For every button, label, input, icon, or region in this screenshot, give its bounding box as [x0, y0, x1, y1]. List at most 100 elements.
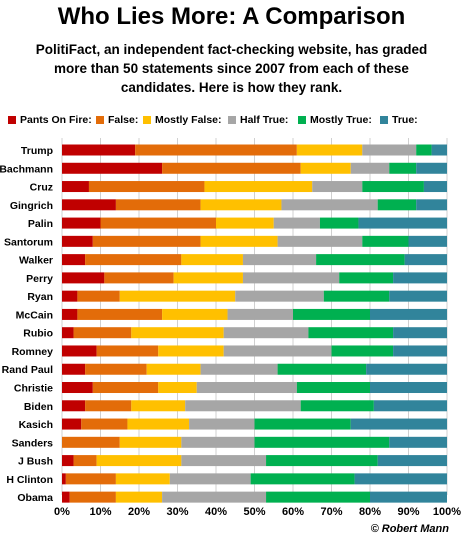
bar-segment: [266, 455, 378, 467]
bar-segment: [62, 400, 86, 412]
bar-segment: [350, 418, 447, 430]
bar-segment: [277, 363, 367, 375]
y-category-label: Kasich: [19, 419, 53, 431]
bar-segment: [200, 235, 278, 247]
bar-segment: [173, 272, 243, 284]
bar-segment: [131, 327, 224, 339]
bar-segment: [62, 327, 74, 339]
bar-segment: [62, 308, 78, 320]
bar-segment: [281, 199, 378, 211]
chart-title: Who Lies More: A Comparison: [57, 3, 406, 30]
bar-segment: [96, 455, 182, 467]
legend-item-mostly-true: Mostly True:: [298, 112, 372, 128]
bar-segment: [62, 217, 101, 229]
bar-segment: [223, 345, 332, 357]
bar-segment: [62, 144, 136, 156]
bar-segment: [62, 345, 97, 357]
bar-segment: [181, 436, 255, 448]
y-category-label: Obama: [17, 492, 53, 504]
bar-segment: [319, 217, 359, 229]
bar-segment: [235, 290, 324, 302]
bar-segment: [389, 162, 417, 174]
bar-segment: [296, 144, 363, 156]
bar-segment: [431, 144, 447, 156]
bar-segment: [358, 217, 447, 229]
legend-item-false: False:: [96, 112, 138, 128]
legend-swatch: [298, 116, 306, 124]
bar-segment: [331, 345, 394, 357]
bar-segment: [339, 272, 394, 284]
bar-segment: [92, 235, 201, 247]
bar-segment: [370, 308, 447, 320]
bar-segment: [223, 327, 309, 339]
y-category-label: Ryan: [27, 291, 53, 303]
y-category-label: Sanders: [12, 437, 54, 449]
bar-segment: [135, 144, 297, 156]
bar-segment: [300, 400, 374, 412]
bar-segment: [62, 436, 120, 448]
bar-segment: [377, 199, 417, 211]
bar-segment: [85, 400, 132, 412]
bar-segment: [85, 363, 147, 375]
bar-segment: [62, 254, 86, 266]
bar-segment: [404, 254, 447, 266]
bar-segment: [62, 235, 93, 247]
y-category-label: Perry: [26, 273, 53, 285]
bar-segment: [254, 418, 351, 430]
x-tick-label: 30%: [166, 506, 188, 518]
x-tick-label: 20%: [128, 506, 150, 518]
bar-segment: [370, 382, 447, 394]
bar-segment: [158, 345, 224, 357]
bar-segment: [273, 217, 320, 229]
bar-segment: [216, 217, 274, 229]
legend-label: False:: [108, 114, 139, 126]
bar-segment: [62, 491, 70, 503]
legend-swatch: [228, 116, 236, 124]
bar-segment: [119, 290, 236, 302]
legend-label: Pants On Fire:: [20, 114, 92, 126]
legend-label: Mostly False:: [155, 114, 222, 126]
bar-segment: [73, 327, 132, 339]
legend-item-half-true: Half True:: [228, 112, 288, 128]
bar-segment: [366, 363, 447, 375]
bar-segment: [115, 199, 201, 211]
bar-segment: [308, 327, 394, 339]
x-tick-label: 60%: [282, 506, 304, 518]
y-category-label: Gingrich: [10, 200, 53, 212]
bar-segment: [277, 235, 363, 247]
bar-segment: [100, 217, 216, 229]
bar-segment: [62, 272, 105, 284]
bar-segment: [162, 308, 228, 320]
bar-segment: [181, 254, 243, 266]
bar-segment: [162, 491, 267, 503]
bar-segment: [131, 400, 186, 412]
bar-segment: [196, 382, 297, 394]
bar-segment: [293, 308, 370, 320]
bar-segment: [296, 382, 370, 394]
bar-segment: [242, 272, 340, 284]
bar-segment: [62, 162, 163, 174]
bar-segment: [389, 290, 447, 302]
x-tick-label: 10%: [89, 506, 111, 518]
bar-segment: [65, 473, 116, 485]
legend-label: Half True:: [240, 114, 289, 126]
y-category-label: Bachmann: [0, 163, 53, 175]
x-tick-label: 40%: [205, 506, 227, 518]
bar-segment: [181, 455, 267, 467]
bar-segment: [300, 162, 351, 174]
bar-segment: [69, 491, 116, 503]
bar-segment: [127, 418, 190, 430]
bar-segment: [81, 418, 128, 430]
bar-segment: [312, 181, 363, 193]
y-category-label: Cruz: [30, 182, 53, 194]
legend-label: Mostly True:: [310, 114, 372, 126]
bar-segment: [146, 363, 201, 375]
y-category-label: Rand Paul: [2, 364, 53, 376]
bar-segment: [115, 491, 163, 503]
bar-segment: [62, 418, 82, 430]
y-category-label: Romney: [12, 346, 54, 358]
bar-segment: [250, 473, 355, 485]
bar-segment: [416, 199, 447, 211]
bar-segment: [92, 382, 159, 394]
y-category-label: McCain: [16, 309, 53, 321]
